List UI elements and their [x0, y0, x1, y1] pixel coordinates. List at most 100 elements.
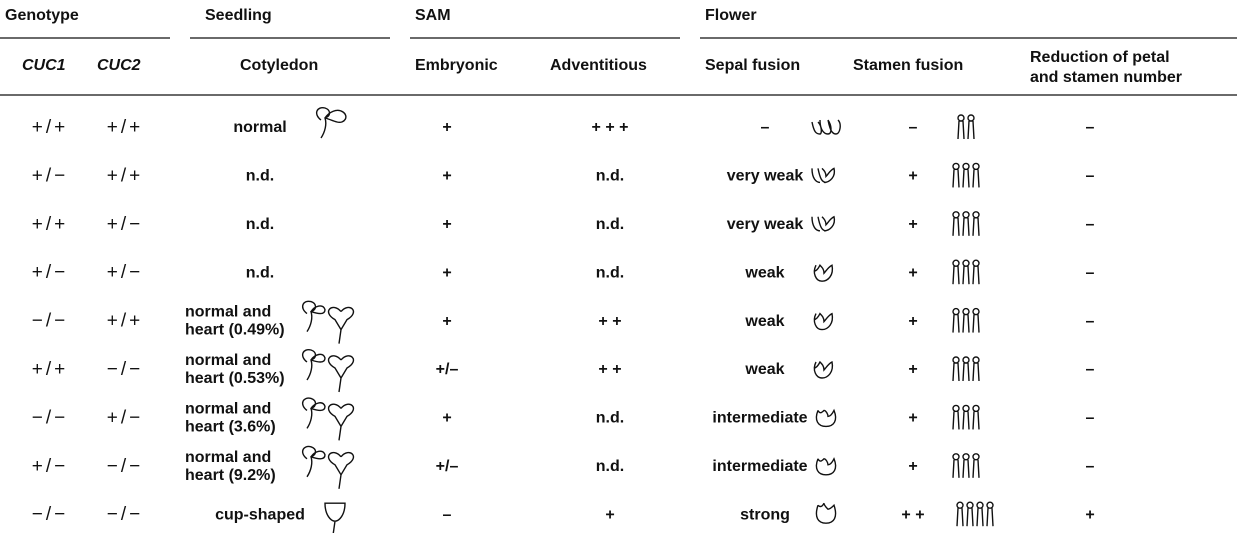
- rules: [0, 37, 1237, 96]
- column-header: and stamen number: [1030, 69, 1182, 86]
- cell: –: [1086, 119, 1095, 136]
- cell: normal: [233, 119, 286, 136]
- sepal-icon: [811, 119, 841, 135]
- cell: + + +: [592, 119, 629, 136]
- group-header: Genotype: [5, 7, 79, 24]
- cell: weak: [744, 361, 784, 378]
- cell: −/−: [32, 504, 68, 525]
- stamen-icon: [952, 404, 980, 430]
- cell: +/+: [32, 359, 68, 380]
- cell: n.d.: [596, 458, 624, 475]
- cell: n.d.: [596, 168, 624, 185]
- cell: +: [442, 264, 451, 281]
- cell: +/−: [32, 456, 68, 477]
- stamen-icon: [957, 114, 975, 140]
- cell: +: [908, 458, 917, 475]
- cell: very weak: [727, 216, 804, 233]
- cell: strong: [740, 506, 790, 523]
- cell: –: [1086, 168, 1095, 185]
- column-header: Stamen fusion: [853, 57, 963, 74]
- cell: +: [908, 264, 917, 281]
- table-row: +/− +/− n.d. + n.d. weak + –: [32, 259, 1095, 285]
- group-header: Seedling: [205, 7, 272, 24]
- group-header: SAM: [415, 7, 451, 24]
- sepal-icon: [813, 264, 834, 282]
- stamen-icon: [952, 162, 980, 188]
- cell: +/−: [107, 214, 143, 235]
- column-header: Embryonic: [415, 57, 498, 74]
- cell: normal and heart (0.53%): [185, 352, 285, 387]
- table-row: +/− −/− normal and heart (9.2%) +/– n.d. inter…: [32, 445, 1095, 489]
- cell: +: [908, 168, 917, 185]
- sepal-icon: [815, 502, 837, 524]
- cell: intermediate: [712, 410, 807, 427]
- cell: +: [442, 313, 451, 330]
- cell: +/−: [32, 165, 68, 186]
- cell: intermediate: [712, 458, 807, 475]
- cell: +/−: [32, 262, 68, 283]
- stamen-icon: [952, 211, 980, 236]
- cell: weak: [744, 313, 784, 330]
- cell: +: [908, 216, 917, 233]
- column-header: CUC2: [97, 57, 141, 74]
- cotyledon-icon: [301, 348, 355, 393]
- sepal-icon: [813, 312, 834, 331]
- cell: n.d.: [246, 168, 274, 185]
- cell: −/−: [32, 407, 68, 428]
- stamen-icon: [952, 307, 980, 333]
- sepal-icon: [815, 408, 837, 428]
- cell: +/–: [436, 458, 459, 475]
- cell: +: [605, 506, 614, 523]
- sepal-icon: [811, 215, 836, 232]
- cell: −/−: [32, 311, 68, 332]
- cotyledon-icon: [301, 397, 355, 441]
- cell: –: [761, 119, 770, 136]
- cell: –: [1086, 410, 1095, 427]
- cell: + +: [901, 506, 924, 523]
- cell: very weak: [727, 168, 804, 185]
- cotyledon-icon: [315, 106, 347, 139]
- cell: −/−: [107, 359, 143, 380]
- cell: weak: [744, 264, 784, 281]
- sepal-icon: [815, 457, 837, 476]
- column-header: CUC1: [22, 57, 66, 74]
- cell: +/+: [107, 311, 143, 332]
- cotyledon-icon: [324, 502, 346, 533]
- cell: normal and heart (9.2%): [185, 449, 276, 484]
- cell: –: [443, 506, 452, 523]
- column-header: Adventitious: [550, 57, 647, 74]
- cell: –: [1086, 216, 1095, 233]
- cell: –: [1086, 361, 1095, 378]
- table-row: −/− −/− cup-shaped – + strong + + +: [32, 501, 1095, 533]
- cell: n.d.: [596, 216, 624, 233]
- table-row: −/− +/− normal and heart (3.6%) + n.d. interme…: [32, 397, 1095, 441]
- table-row: +/+ +/+ normal + + + + – – –: [32, 106, 1095, 140]
- cell: +/−: [107, 407, 143, 428]
- cell: normal and heart (0.49%): [185, 304, 285, 339]
- stamen-icon: [952, 356, 980, 382]
- cell: n.d.: [596, 410, 624, 427]
- cell: +: [908, 361, 917, 378]
- cell: +/–: [436, 361, 459, 378]
- cell: +: [908, 313, 917, 330]
- sepal-icon: [811, 167, 836, 184]
- cell: +/−: [107, 262, 143, 283]
- cell: normal and heart (3.6%): [185, 401, 276, 436]
- column-header: Sepal fusion: [705, 57, 800, 74]
- cell: +/+: [32, 117, 68, 138]
- cell: +: [1085, 506, 1094, 523]
- cell: +: [908, 410, 917, 427]
- table-row: +/+ +/− n.d. + n.d. very weak + –: [32, 211, 1095, 236]
- cell: −/−: [107, 504, 143, 525]
- cell: + +: [598, 313, 621, 330]
- cell: +: [442, 216, 451, 233]
- cell: +/+: [107, 117, 143, 138]
- column-header: Cotyledon: [240, 57, 318, 74]
- stamen-icon: [952, 453, 980, 478]
- cell: n.d.: [246, 264, 274, 281]
- cell: +: [442, 119, 451, 136]
- stamen-icon: [952, 259, 980, 285]
- cell: –: [909, 119, 918, 136]
- column-header: Reduction of petal: [1030, 49, 1170, 66]
